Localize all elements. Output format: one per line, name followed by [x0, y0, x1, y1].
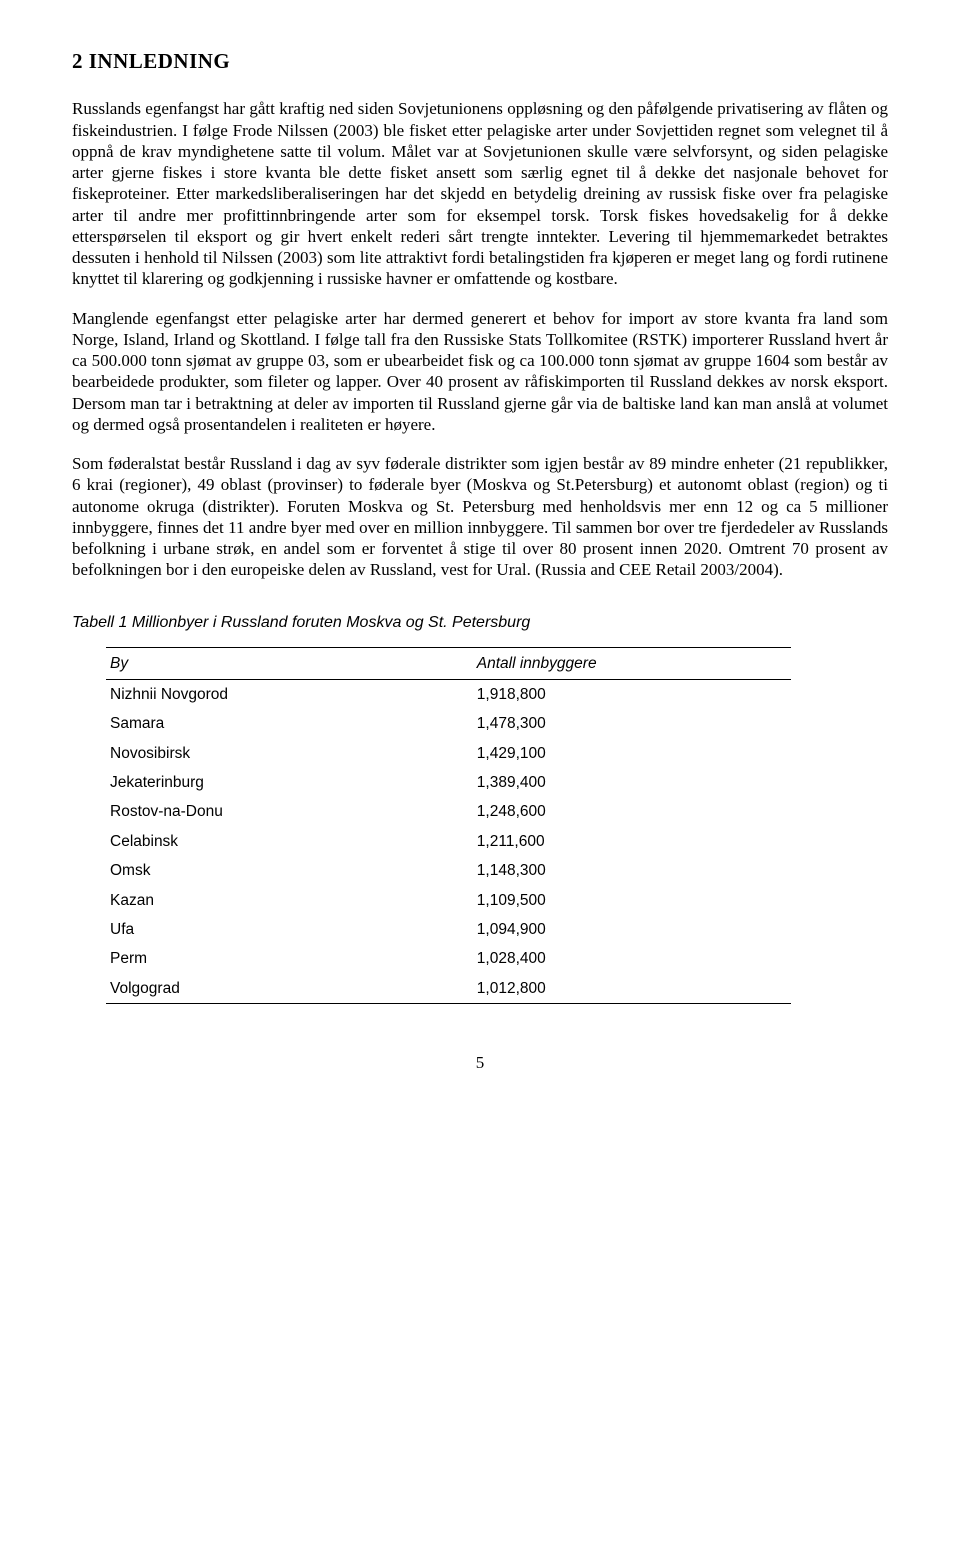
- pop-cell: 1,478,300: [317, 709, 792, 738]
- city-cell: Samara: [106, 709, 317, 738]
- section-heading: 2 INNLEDNING: [72, 48, 888, 74]
- paragraph-2: Manglende egenfangst etter pelagiske art…: [72, 308, 888, 436]
- city-cell: Volgograd: [106, 974, 317, 1004]
- page-number: 5: [72, 1052, 888, 1073]
- pop-cell: 1,012,800: [317, 974, 792, 1004]
- city-cell: Novosibirsk: [106, 739, 317, 768]
- table-row: Novosibirsk1,429,100: [106, 739, 791, 768]
- pop-cell: 1,148,300: [317, 856, 792, 885]
- cities-table: By Antall innbyggere Nizhnii Novgorod1,9…: [106, 647, 791, 1005]
- city-cell: Rostov-na-Donu: [106, 797, 317, 826]
- city-cell: Nizhnii Novgorod: [106, 679, 317, 709]
- city-cell: Perm: [106, 944, 317, 973]
- table-row: Jekaterinburg1,389,400: [106, 768, 791, 797]
- table-row: Perm1,028,400: [106, 944, 791, 973]
- table-row: Rostov-na-Donu1,248,600: [106, 797, 791, 826]
- table-row: Kazan1,109,500: [106, 886, 791, 915]
- city-cell: Celabinsk: [106, 827, 317, 856]
- pop-cell: 1,028,400: [317, 944, 792, 973]
- pop-cell: 1,389,400: [317, 768, 792, 797]
- paragraph-3: Som føderalstat består Russland i dag av…: [72, 453, 888, 581]
- table-row: Samara1,478,300: [106, 709, 791, 738]
- table-row: Volgograd1,012,800: [106, 974, 791, 1004]
- city-cell: Omsk: [106, 856, 317, 885]
- table-header-row: By Antall innbyggere: [106, 647, 791, 679]
- table-row: Ufa1,094,900: [106, 915, 791, 944]
- pop-cell: 1,918,800: [317, 679, 792, 709]
- city-cell: Ufa: [106, 915, 317, 944]
- col-header-city: By: [106, 647, 317, 679]
- table-row: Omsk1,148,300: [106, 856, 791, 885]
- city-cell: Kazan: [106, 886, 317, 915]
- paragraph-1: Russlands egenfangst har gått kraftig ne…: [72, 98, 888, 289]
- pop-cell: 1,109,500: [317, 886, 792, 915]
- pop-cell: 1,211,600: [317, 827, 792, 856]
- table-caption: Tabell 1 Millionbyer i Russland foruten …: [72, 613, 888, 633]
- pop-cell: 1,248,600: [317, 797, 792, 826]
- col-header-population: Antall innbyggere: [317, 647, 792, 679]
- pop-cell: 1,429,100: [317, 739, 792, 768]
- pop-cell: 1,094,900: [317, 915, 792, 944]
- table-row: Celabinsk1,211,600: [106, 827, 791, 856]
- table-row: Nizhnii Novgorod1,918,800: [106, 679, 791, 709]
- city-cell: Jekaterinburg: [106, 768, 317, 797]
